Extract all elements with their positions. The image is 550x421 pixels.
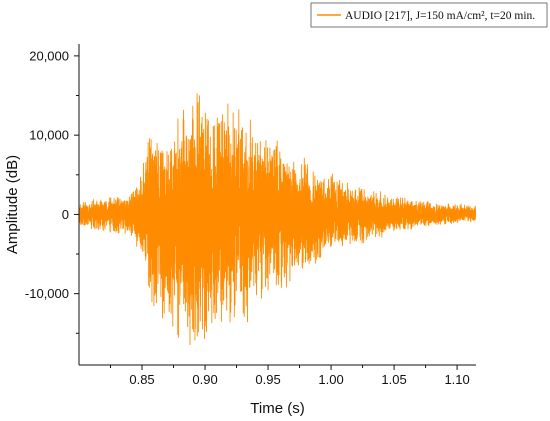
x-tick-label: 1.05 [381,372,406,387]
y-tick-label: 20,000 [29,48,69,63]
axes: 0.85 0.90 0.95 1.00 1.05 1.10 -10,000 0 10,000 20… [25,44,476,387]
legend-label: AUDIO [217], J=150 mA/cm², t=20 min. [345,10,535,22]
y-tick-label: -10,000 [25,286,69,301]
x-axis-title: Time (s) [250,400,304,417]
y-axis-title: Amplitude (dB) [4,155,21,254]
legend-box [310,2,548,28]
x-tick-label: 0.90 [192,372,217,387]
x-tick-label: 1.10 [444,372,469,387]
audio-series-line [79,93,476,346]
legend: AUDIO [217], J=150 mA/cm², t=20 min. [310,2,548,28]
x-tick-label: 0.85 [129,372,154,387]
y-tick-label: 0 [62,207,69,222]
y-tick-label: 10,000 [29,128,69,143]
x-tick-label: 0.95 [255,372,280,387]
x-tick-label: 1.00 [318,372,343,387]
